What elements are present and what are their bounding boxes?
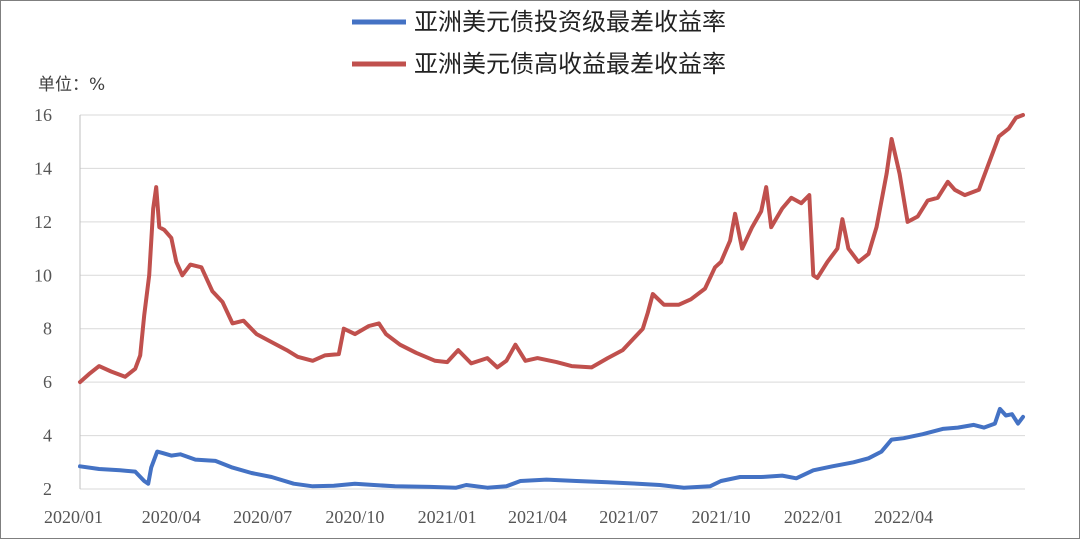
series-line-1 [78,406,1025,490]
x-tick-label: 2022/04 [874,507,933,527]
y-tick-label: 16 [34,105,52,125]
y-axis-ticks: 2 4 6 8 10 12 14 16 [34,105,52,499]
x-tick-label: 2020/01 [44,507,103,527]
x-tick-label: 2020/04 [142,507,201,527]
y-tick-label: 12 [34,212,52,232]
y-tick-label: 2 [43,479,52,499]
x-tick-label: 2021/01 [418,507,477,527]
y-tick-label: 4 [43,426,52,446]
x-tick-label: 2021/07 [599,507,658,527]
y-tick-label: 10 [34,265,52,285]
x-tick-label: 2020/10 [325,507,384,527]
legend-label-2: 亚洲美元债高收益最差收益率 [414,50,726,78]
x-tick-label: 2021/04 [508,507,567,527]
x-tick-label: 2021/10 [692,507,751,527]
y-tick-label: 14 [34,158,52,178]
gridlines [79,114,1025,490]
legend-label-1: 亚洲美元债投资级最差收益率 [414,8,726,36]
unit-label: 单位：% [38,75,105,95]
y-tick-label: 6 [43,372,52,392]
x-tick-label: 2022/01 [784,507,843,527]
x-tick-label: 2020/07 [233,507,292,527]
y-tick-label: 8 [43,319,52,339]
series-line-2 [78,113,1025,385]
x-axis-ticks: 2020/01 2020/04 2020/07 2020/10 2021/01 2021/… [44,507,933,527]
series-lines [78,113,1025,490]
